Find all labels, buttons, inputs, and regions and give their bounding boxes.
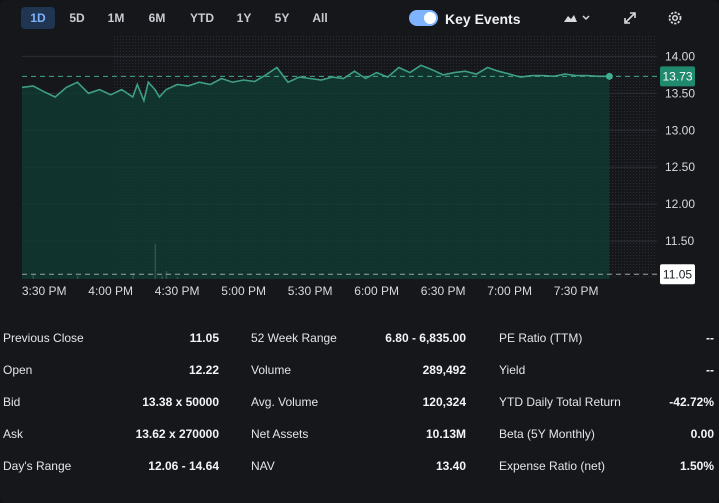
range-5d-button[interactable]: 5D (69, 11, 85, 25)
stat-value: 289,492 (422, 363, 466, 377)
stat-value: 11.05 (189, 331, 219, 345)
previous-close-label: 11.05 (663, 267, 692, 281)
stat-row: Bid 13.38 x 50000 (3, 386, 219, 418)
price-area (22, 65, 610, 279)
stat-value: -- (706, 331, 714, 345)
chart-toolbar: 1D 5D 1M 6M YTD 1Y 5Y All Key Events (0, 0, 719, 36)
stat-label: Day's Range (3, 459, 72, 473)
stat-row: Net Assets 10.13M (251, 418, 466, 450)
stat-value: 1.50% (679, 459, 714, 473)
mountain-chart-icon[interactable] (561, 8, 593, 28)
stat-label: Ask (3, 427, 24, 441)
stat-value: -- (706, 363, 714, 377)
y-tick-label: 12.00 (665, 197, 695, 211)
range-1m-button[interactable]: 1M (107, 11, 125, 25)
stat-label: 52 Week Range (251, 331, 337, 345)
stat-value: 13.62 x 270000 (135, 427, 219, 441)
stat-value: 13.38 x 50000 (142, 395, 219, 409)
current-price-label: 13.73 (662, 69, 692, 83)
y-tick-label: 14.00 (665, 49, 695, 63)
y-tick-label: 11.50 (665, 234, 694, 248)
y-tick-label: 12.50 (665, 160, 695, 174)
gear-icon[interactable] (665, 8, 685, 28)
stat-row: Volume 289,492 (251, 354, 466, 386)
previous-close-tag (660, 264, 695, 285)
stat-label: Open (3, 363, 33, 377)
stat-row: Previous Close 11.05 (3, 322, 219, 354)
expand-icon[interactable] (620, 8, 640, 28)
x-tick-label: 5:00 PM (221, 284, 266, 298)
range-5y-button[interactable]: 5Y (274, 11, 290, 25)
range-all-button[interactable]: All (312, 11, 328, 25)
price-chart[interactable]: 14.00 13.50 13.00 12.50 12.00 11.50 3:30 PM 4:… (0, 36, 719, 312)
toggle-knob (424, 12, 436, 24)
quote-statistics: Previous Close 11.05 Open 12.22 Bid 13.3… (0, 322, 719, 498)
stat-label: Previous Close (3, 331, 84, 345)
stat-row: Avg. Volume 120,324 (251, 386, 466, 418)
stat-value: 6.80 - 6,835.00 (385, 331, 466, 345)
y-tick-label: 13.50 (665, 86, 695, 100)
range-1y-button[interactable]: 1Y (236, 11, 252, 25)
stat-row: Day's Range 12.06 - 14.64 (3, 450, 219, 482)
stat-row: Beta (5Y Monthly) 0.00 (499, 418, 714, 450)
x-tick-label: 4:30 PM (155, 284, 200, 298)
stat-value: 10.13M (425, 427, 466, 441)
stat-label: Net Assets (251, 427, 309, 441)
x-tick-label: 3:30 PM (22, 284, 67, 298)
x-tick-label: 7:00 PM (487, 284, 532, 298)
stat-row: NAV 13.40 (251, 450, 466, 482)
stat-label: Expense Ratio (net) (499, 459, 606, 473)
stat-label: YTD Daily Total Return (499, 395, 621, 409)
stat-value: -42.72% (669, 395, 714, 409)
stat-label: Bid (3, 395, 21, 409)
stat-value: 12.22 (188, 363, 219, 377)
stat-label: Beta (5Y Monthly) (499, 427, 595, 441)
range-ytd-button[interactable]: YTD (190, 11, 214, 25)
x-tick-label: 4:00 PM (88, 284, 133, 298)
current-price-dot (605, 72, 613, 80)
stat-row: Expense Ratio (net) 1.50% (499, 450, 714, 482)
x-tick-label: 5:30 PM (288, 284, 333, 298)
range-6m-button[interactable]: 6M (148, 11, 166, 25)
stat-label: PE Ratio (TTM) (499, 331, 583, 345)
price-line (21, 64, 610, 104)
stat-value: 12.06 - 14.64 (148, 459, 219, 473)
x-tick-label: 6:00 PM (354, 284, 399, 298)
x-tick-label: 7:30 PM (554, 284, 599, 298)
current-price-tag (660, 66, 695, 87)
stat-row: YTD Daily Total Return -42.72% (499, 386, 714, 418)
stat-row: Ask 13.62 x 270000 (3, 418, 219, 450)
stat-label: Yield (499, 363, 526, 377)
stat-value: 0.00 (690, 427, 714, 441)
key-events-toggle[interactable] (409, 10, 438, 26)
stat-row: Yield -- (499, 354, 714, 386)
range-1d-button[interactable]: 1D (21, 7, 55, 29)
stat-value: 13.40 (435, 459, 466, 473)
stat-value: 120,324 (422, 395, 466, 409)
stat-label: NAV (251, 459, 275, 473)
chart-svg: 14.00 13.50 13.00 12.50 12.00 11.50 3:30 PM 4:… (21, 36, 695, 298)
x-tick-label: 6:30 PM (421, 284, 466, 298)
stat-label: Volume (251, 363, 292, 377)
y-tick-label: 13.00 (665, 123, 695, 137)
stat-row: Open 12.22 (3, 354, 219, 386)
key-events-label: Key Events (445, 11, 521, 27)
stat-row: PE Ratio (TTM) -- (499, 322, 714, 354)
stat-row: 52 Week Range 6.80 - 6,835.00 (251, 322, 466, 354)
stat-label: Avg. Volume (251, 395, 319, 409)
